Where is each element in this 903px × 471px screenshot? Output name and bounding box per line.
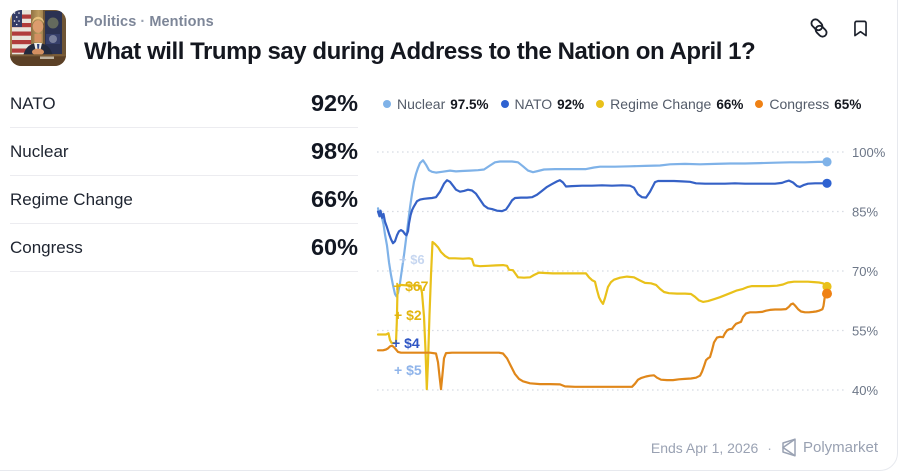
svg-text:+ $6: + $6	[399, 252, 425, 267]
svg-text:+ $2: + $2	[394, 307, 422, 323]
svg-text:70%: 70%	[852, 264, 878, 279]
svg-text:+ $5: + $5	[394, 362, 422, 378]
svg-text:55%: 55%	[852, 324, 878, 339]
svg-text:100%: 100%	[852, 145, 886, 160]
svg-text:85%: 85%	[852, 205, 878, 220]
svg-text:40%: 40%	[852, 383, 878, 398]
svg-text:+ $4: + $4	[392, 335, 420, 351]
svg-text:+ $67: + $67	[393, 278, 429, 294]
